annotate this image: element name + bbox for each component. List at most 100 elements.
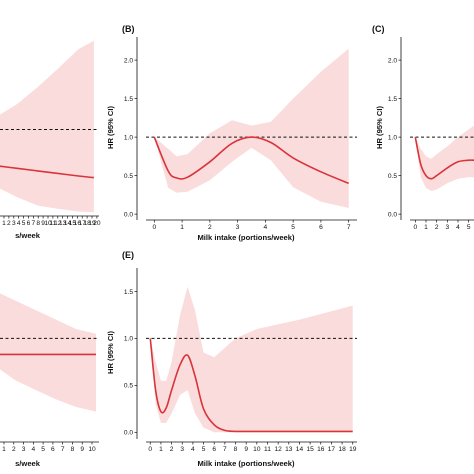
y-tick-label: 1.5 [124, 96, 133, 103]
x-tick-label: 6 [319, 224, 323, 231]
y-tick-label: 1.0 [388, 134, 397, 141]
plot-area [0, 293, 99, 412]
x-tick-label: 7 [347, 224, 351, 231]
x-tick-label: 18 [83, 220, 91, 227]
x-tick-label: 0 [148, 446, 152, 453]
y-tick-label: 0.5 [124, 173, 133, 180]
y-axis-label: HR (95% CI) [375, 106, 384, 150]
y-tick-label: 0.5 [388, 173, 397, 180]
x-tick-label: 3 [22, 446, 26, 453]
x-tick-label: 15 [306, 446, 314, 453]
x-tick-label: 0 [413, 224, 417, 231]
x-tick-label: 3 [236, 224, 240, 231]
chart-panel-2: 0 1 2 3 4 5 0.0 0.5 1.0 1.5 2.0 HR (95% CI) (C) [372, 24, 474, 231]
x-tick-label: 5 [291, 224, 295, 231]
x-tick-label: 4 [31, 446, 35, 453]
x-tick-label: 1 [180, 224, 184, 231]
y-axis-label: HR (95% CI) [106, 331, 115, 375]
x-tick-label: 1 [2, 220, 6, 227]
confidence-band [0, 40, 94, 213]
x-tick-label: 11 [264, 446, 271, 453]
x-tick-label: 8 [234, 446, 238, 453]
x-tick-label: 10 [253, 446, 261, 453]
x-tick-label: 1 [159, 446, 163, 453]
chart-panel-3: 1 2 3 4 5 6 7 8 9 10 s/week [0, 293, 99, 468]
y-tick-label: 1.5 [388, 96, 397, 103]
x-tick-label: 19 [88, 220, 96, 227]
y-tick-label: 1.5 [124, 289, 133, 296]
x-tick-label: 6 [51, 446, 55, 453]
confidence-band [0, 293, 96, 412]
chart-panel-1: 0 1 2 3 4 5 6 7 0.0 0.5 1.0 1.5 2.0 HR (95% CI) Milk i… [106, 24, 357, 242]
x-tick-label: 4 [191, 446, 195, 453]
y-tick-label: 0.0 [124, 430, 133, 437]
x-tick-label: 9 [244, 446, 248, 453]
x-tick-label: 2 [208, 224, 212, 231]
x-tick-label: 12 [274, 446, 282, 453]
x-tick-label: 6 [27, 220, 31, 227]
x-tick-label: 5 [22, 220, 26, 227]
y-tick-label: 0.5 [124, 383, 133, 390]
x-axis-label: s/week [15, 459, 41, 468]
confidence-band [154, 48, 349, 208]
x-tick-label: 2 [170, 446, 174, 453]
x-tick-label: 13 [285, 446, 293, 453]
x-tick-label: 11 [49, 220, 56, 227]
x-tick-label: 10 [88, 446, 96, 453]
confidence-band [415, 125, 474, 191]
x-tick-label: 15 [69, 220, 77, 227]
plot-area [0, 40, 99, 213]
x-tick-label: 2 [12, 446, 16, 453]
x-tick-label: 8 [36, 220, 40, 227]
x-tick-label: 3 [445, 224, 449, 231]
x-tick-label: 7 [31, 220, 35, 227]
x-tick-label: 1 [424, 224, 428, 231]
x-tick-label: 18 [338, 446, 346, 453]
x-axis-label: Milk intake (portions/week) [197, 233, 295, 242]
x-tick-label: 0 [152, 224, 156, 231]
y-tick-label: 0.0 [124, 211, 133, 218]
x-tick-label: 16 [74, 220, 82, 227]
x-tick-label: 16 [317, 446, 325, 453]
y-tick-label: 2.0 [388, 57, 397, 64]
x-tick-label: 6 [212, 446, 216, 453]
x-tick-label: 14 [64, 220, 72, 227]
x-tick-label: 12 [54, 220, 62, 227]
x-tick-label: 4 [456, 224, 460, 231]
x-tick-label: 7 [61, 446, 65, 453]
x-tick-label: 5 [467, 224, 471, 231]
y-tick-label: 1.0 [124, 336, 133, 343]
x-tick-label: 4 [17, 220, 21, 227]
y-axis-label: HR (95% CI) [106, 106, 115, 150]
x-tick-label: 5 [41, 446, 45, 453]
hr-curve [149, 338, 353, 433]
x-tick-label: 19 [349, 446, 357, 453]
plot-area [410, 125, 474, 191]
plot-area [146, 48, 357, 208]
x-tick-label: 13 [59, 220, 67, 227]
x-tick-label: 17 [328, 446, 336, 453]
x-tick-label: 17 [79, 220, 87, 227]
x-axis-label: Milk intake (portions/week) [197, 459, 295, 468]
chart-panel-4: 0 1 2 3 4 5 6 7 8 9 10 11 12 13 14 15 16 17 18 190.00.51.01… [106, 250, 357, 468]
x-axis-label: s/week [15, 231, 41, 240]
y-tick-label: 1.0 [124, 134, 133, 141]
plot-area [146, 286, 357, 433]
panel-tag: (C) [372, 24, 385, 34]
hr-curve [414, 136, 474, 180]
x-tick-label: 3 [180, 446, 184, 453]
x-tick-label: 1 [2, 446, 6, 453]
x-tick-label: 4 [264, 224, 268, 231]
x-tick-label: 7 [223, 446, 227, 453]
hr-curve [153, 136, 349, 185]
y-tick-label: 0.0 [388, 211, 397, 218]
x-tick-label: 10 [44, 220, 52, 227]
x-tick-label: 3 [12, 220, 16, 227]
panel-tag: (E) [122, 250, 134, 260]
x-tick-label: 8 [71, 446, 75, 453]
x-tick-label: 9 [80, 446, 84, 453]
confidence-band [150, 286, 353, 433]
x-tick-label: 9 [41, 220, 45, 227]
